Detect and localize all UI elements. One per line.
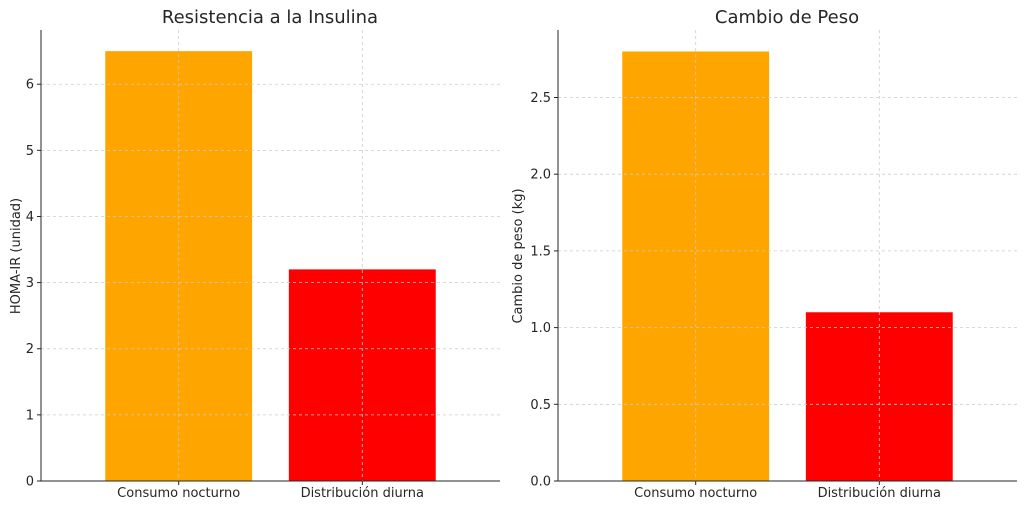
y-tick-label: 0.0 xyxy=(530,475,551,490)
x-tick-label: Consumo nocturno xyxy=(117,486,240,501)
y-tick-label: 0.5 xyxy=(530,398,551,413)
y-tick-label: 1.5 xyxy=(530,244,551,259)
chart-title: Resistencia a la Insulina xyxy=(162,7,378,28)
y-tick-label: 2.0 xyxy=(530,168,551,183)
insulin-resistance-chart: Resistencia a la Insulina HOMA-IR (unida… xyxy=(9,7,500,501)
weight-change-chart: Cambio de Peso Cambio de peso (kg) 0.0 0.… xyxy=(511,7,1017,501)
y-tick-label: 4 xyxy=(26,210,34,225)
y-tick-label: 3 xyxy=(26,276,34,291)
y-axis-label: HOMA-IR (unidad) xyxy=(9,198,24,314)
y-tick-label: 1.0 xyxy=(530,321,551,336)
y-axis-label: Cambio de peso (kg) xyxy=(511,188,526,323)
x-tick-label: Distribución diurna xyxy=(818,486,941,501)
y-tick-label: 5 xyxy=(26,144,34,159)
y-tick-label: 6 xyxy=(26,78,34,93)
y-tick-label: 0 xyxy=(26,475,34,490)
y-tick-label: 1 xyxy=(26,408,34,423)
y-tick-label: 2.5 xyxy=(530,91,551,106)
chart-title: Cambio de Peso xyxy=(715,7,859,28)
x-tick-label: Distribución diurna xyxy=(301,486,424,501)
y-tick-label: 2 xyxy=(26,342,34,357)
x-tick-label: Consumo nocturno xyxy=(634,486,757,501)
